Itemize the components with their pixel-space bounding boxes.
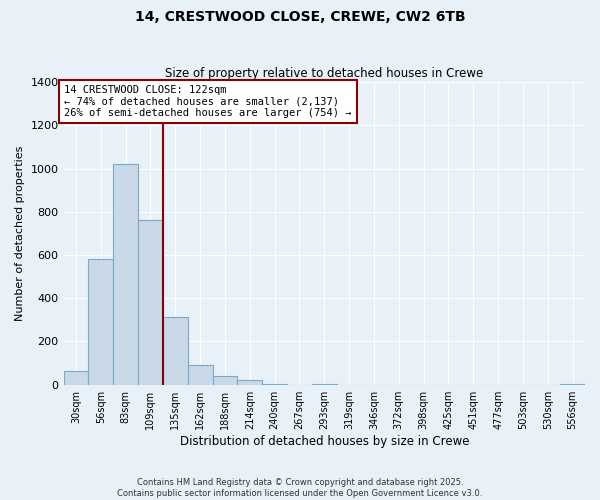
Text: 14 CRESTWOOD CLOSE: 122sqm
← 74% of detached houses are smaller (2,137)
26% of s: 14 CRESTWOOD CLOSE: 122sqm ← 74% of deta… (64, 85, 352, 118)
Text: 14, CRESTWOOD CLOSE, CREWE, CW2 6TB: 14, CRESTWOOD CLOSE, CREWE, CW2 6TB (134, 10, 466, 24)
Bar (64, 370, 88, 384)
Bar (238, 380, 262, 384)
X-axis label: Distribution of detached houses by size in Crewe: Distribution of detached houses by size … (179, 434, 469, 448)
Y-axis label: Number of detached properties: Number of detached properties (15, 146, 25, 321)
Bar (138, 220, 163, 384)
Text: Contains HM Land Registry data © Crown copyright and database right 2025.
Contai: Contains HM Land Registry data © Crown c… (118, 478, 482, 498)
Title: Size of property relative to detached houses in Crewe: Size of property relative to detached ho… (165, 66, 484, 80)
Bar (88, 260, 113, 384)
Bar (188, 366, 212, 384)
Bar (113, 164, 138, 384)
Bar (163, 316, 188, 384)
Bar (212, 376, 238, 384)
